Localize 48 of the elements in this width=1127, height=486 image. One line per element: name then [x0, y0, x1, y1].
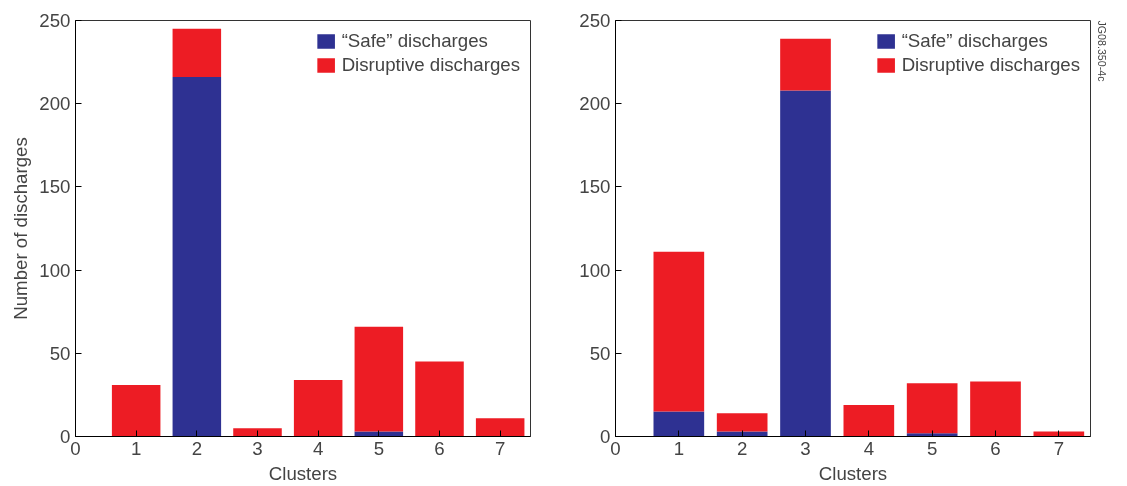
bar	[293, 379, 343, 437]
bar	[354, 326, 404, 432]
y-axis-title: Number of discharges	[10, 137, 32, 320]
x-tick-label: 4	[312, 437, 324, 459]
x-tick-label: 6	[990, 437, 1001, 459]
x-tick-label: 7	[494, 437, 506, 459]
bar	[172, 28, 222, 78]
y-tick-label: 200	[579, 93, 611, 115]
bar	[172, 77, 222, 437]
bar	[653, 411, 705, 437]
y-tick-label: 50	[589, 342, 611, 364]
x-tick-label: 2	[191, 437, 203, 459]
bar	[233, 428, 282, 437]
text: JG08.350-4c	[1095, 20, 1108, 83]
x-tick-label: 5	[926, 437, 938, 459]
x-tick-label: 3	[800, 437, 811, 459]
x-tick-label: 1	[130, 437, 142, 459]
y-tick-label: 50	[49, 342, 71, 364]
bar	[475, 418, 525, 437]
x-axis-title: Clusters	[818, 462, 888, 484]
y-tick-label: 150	[39, 176, 71, 198]
bar	[111, 384, 161, 437]
x-tick-label: 1	[673, 437, 685, 459]
x-tick-label: 5	[373, 437, 385, 459]
bar	[970, 381, 1021, 437]
bar	[906, 383, 958, 434]
legend-label: “Safe” discharges	[901, 30, 1048, 52]
y-tick-label: 150	[579, 176, 611, 198]
bar	[716, 413, 768, 432]
x-axis-title: Clusters	[268, 462, 338, 484]
x-tick-label: 4	[863, 437, 875, 459]
bar	[415, 361, 464, 437]
bar	[780, 90, 831, 437]
bar	[780, 38, 831, 91]
legend-label: Disruptive discharges	[341, 54, 520, 76]
x-tick-label: 7	[1053, 437, 1065, 459]
bar	[653, 251, 705, 412]
bar	[843, 404, 895, 437]
x-tick-label: 2	[736, 437, 748, 459]
y-tick-label: 100	[39, 259, 71, 281]
y-tick-label: 250	[579, 10, 611, 31]
y-tick-label: 250	[39, 10, 71, 31]
y-tick-label: 200	[39, 93, 71, 115]
y-tick-label: 100	[579, 259, 611, 281]
x-tick-label: 6	[434, 437, 445, 459]
legend-label: “Safe” discharges	[341, 30, 488, 52]
legend-label: Disruptive discharges	[901, 54, 1080, 76]
x-tick-label: 3	[252, 437, 263, 459]
